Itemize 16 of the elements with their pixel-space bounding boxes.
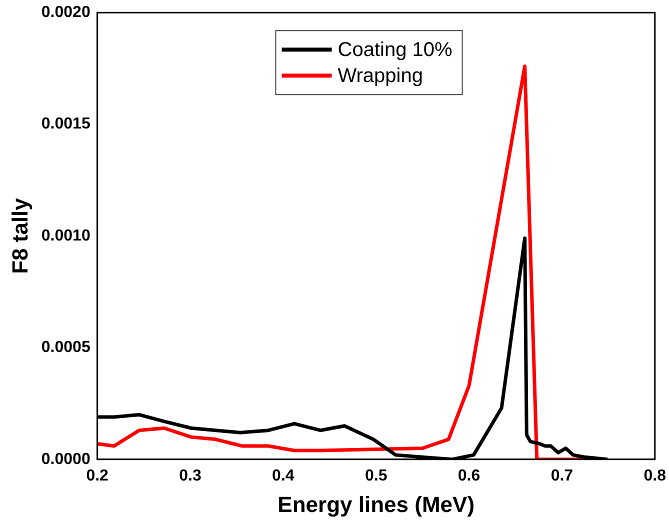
x-tick-label: 0.7 xyxy=(550,467,574,484)
y-tick-label: 0.0020 xyxy=(41,4,90,22)
y-axis-title: F8 tally xyxy=(7,197,32,274)
x-tick-label: 0.2 xyxy=(86,467,109,484)
x-tick-label: 0.3 xyxy=(179,467,202,484)
y-tick-label: 0.0000 xyxy=(41,450,90,468)
y-tick-label: 0.0015 xyxy=(41,116,90,133)
x-tick-label: 0.4 xyxy=(272,467,294,484)
x-tick-label: 0.6 xyxy=(458,467,480,484)
legend-label: Coating 10% xyxy=(338,39,452,62)
legend-label: Wrapping xyxy=(338,65,423,88)
y-tick-label: 0.0005 xyxy=(41,339,90,356)
x-tick-label: 0.5 xyxy=(364,467,388,484)
y-tick-label: 0.0010 xyxy=(41,227,90,244)
x-axis-title: Energy lines (MeV) xyxy=(278,492,475,517)
x-tick-label: 0.8 xyxy=(644,467,666,484)
